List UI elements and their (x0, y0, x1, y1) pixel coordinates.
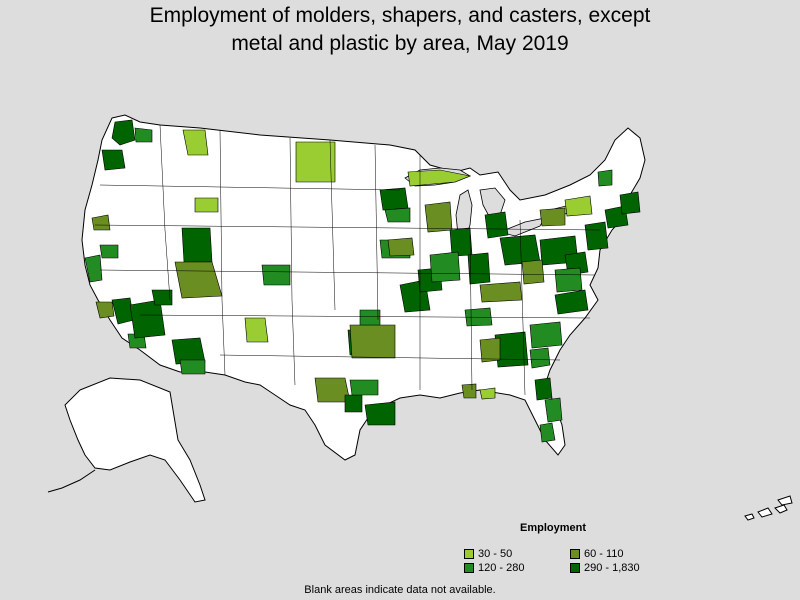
area-nd (295, 141, 336, 183)
area-mi-up (407, 169, 472, 187)
area-tx-north (349, 324, 396, 359)
area-portland (101, 149, 126, 171)
employment-areas (84, 119, 641, 443)
legend-label: 120 - 280 (478, 562, 525, 574)
area-wy (194, 197, 219, 213)
area-va (554, 267, 583, 293)
area-houston (364, 401, 396, 426)
area-ny (564, 195, 593, 217)
area-nm (244, 317, 269, 343)
legend-swatch (464, 549, 474, 559)
map-title: Employment of molders, shapers, and cast… (0, 2, 800, 58)
area-vt (597, 169, 613, 187)
area-az-north (151, 289, 173, 306)
legend-title: Employment (520, 522, 587, 534)
area-phoenix (129, 299, 166, 339)
area-fl-s (539, 422, 556, 443)
area-colorado (261, 264, 291, 286)
alaska-outline (64, 377, 206, 503)
area-chicago (449, 227, 473, 257)
legend-swatch (464, 563, 474, 573)
legend-swatch (570, 563, 580, 573)
area-wv (521, 259, 545, 285)
area-fl-jax (534, 377, 553, 401)
area-sc (529, 347, 551, 369)
legend-item-60-110: 60 - 110 (570, 548, 624, 560)
map-title-line2: metal and plastic by area, May 2019 (231, 32, 569, 55)
area-seattle (111, 119, 136, 146)
legend-item-30-50: 30 - 50 (464, 548, 512, 560)
area-al (479, 337, 501, 363)
area-utah-n (181, 227, 213, 263)
alaska-aleutians (47, 469, 96, 493)
area-san-antonio (344, 394, 363, 413)
area-fl-c (544, 397, 563, 423)
area-minnesota (379, 187, 409, 211)
area-nj (584, 221, 609, 251)
area-ny-2 (539, 207, 566, 227)
legend-label: 290 - 1,830 (584, 562, 640, 574)
map-title-line1: Employment of molders, shapers, and cast… (149, 4, 651, 27)
hawaii-islands (744, 495, 793, 521)
area-mpls (384, 207, 411, 223)
area-idaho-north (182, 129, 209, 156)
area-oregon-s (91, 214, 111, 231)
area-sf-bay (84, 254, 103, 283)
area-ms-gulf (479, 387, 496, 400)
area-indiana (467, 252, 491, 285)
area-tx-east (349, 379, 379, 396)
area-az-south (179, 359, 206, 375)
legend-label: 60 - 110 (584, 548, 624, 560)
area-il (429, 251, 461, 283)
area-la-gulf (461, 383, 477, 399)
state-lines (94, 124, 601, 396)
area-sacramento (99, 244, 119, 259)
legend-label: 30 - 50 (478, 548, 513, 560)
area-tn (464, 307, 493, 327)
footnote: Blank areas indicate data not available. (304, 584, 496, 596)
area-ma (619, 191, 641, 215)
legend-item-120-280: 120 - 280 (464, 562, 524, 574)
area-socal-inland (95, 301, 115, 319)
legend-item-290-1830: 290 - 1,830 (570, 562, 640, 574)
area-oklahoma (359, 309, 381, 326)
area-nc (554, 289, 589, 315)
area-wa-east (134, 127, 153, 143)
area-michigan-s (484, 211, 509, 239)
legend-swatch (570, 549, 580, 559)
area-iowa (387, 237, 415, 257)
area-ky (479, 281, 523, 303)
area-wisconsin (424, 201, 453, 233)
area-carolina (529, 321, 563, 349)
